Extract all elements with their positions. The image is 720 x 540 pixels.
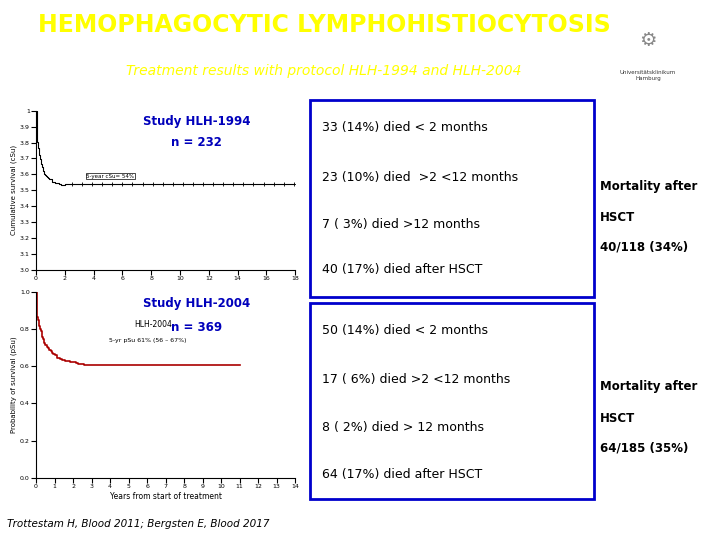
- Text: 5-year cSu= 54%: 5-year cSu= 54%: [86, 173, 135, 179]
- Text: HEMOPHAGOCYTIC LYMPHOHISTIOCYTOSIS: HEMOPHAGOCYTIC LYMPHOHISTIOCYTOSIS: [37, 13, 611, 37]
- Text: 5-yr pSu 61% (56 – 67%): 5-yr pSu 61% (56 – 67%): [109, 338, 186, 343]
- Y-axis label: Cumulative survival (cSu): Cumulative survival (cSu): [11, 145, 17, 235]
- Text: HSCT: HSCT: [600, 211, 635, 224]
- Text: 64 (17%) died after HSCT: 64 (17%) died after HSCT: [322, 468, 482, 481]
- Text: Mortality after: Mortality after: [600, 179, 697, 193]
- Text: ⚙: ⚙: [639, 31, 657, 50]
- Text: 17 ( 6%) died >2 <12 months: 17 ( 6%) died >2 <12 months: [322, 374, 510, 387]
- FancyBboxPatch shape: [310, 100, 594, 296]
- Text: HLH-2004: HLH-2004: [135, 320, 172, 328]
- Text: 7 ( 3%) died >12 months: 7 ( 3%) died >12 months: [322, 218, 480, 231]
- Text: n = 369: n = 369: [171, 321, 222, 334]
- Text: n = 232: n = 232: [171, 136, 222, 149]
- Text: Study HLH-2004: Study HLH-2004: [143, 297, 251, 310]
- FancyBboxPatch shape: [310, 303, 594, 500]
- Text: Treatment results with protocol HLH-1994 and HLH-2004: Treatment results with protocol HLH-1994…: [126, 64, 522, 78]
- Text: Mortality after: Mortality after: [600, 380, 697, 393]
- Text: HSCT: HSCT: [600, 412, 635, 425]
- Text: Trottestam H, Blood 2011; Bergsten E, Blood 2017: Trottestam H, Blood 2011; Bergsten E, Bl…: [7, 519, 270, 529]
- Text: 23 (10%) died  >2 <12 months: 23 (10%) died >2 <12 months: [322, 171, 518, 184]
- Text: 40 (17%) died after HSCT: 40 (17%) died after HSCT: [322, 263, 482, 276]
- Text: 64/185 (35%): 64/185 (35%): [600, 441, 688, 454]
- Y-axis label: Probability of survival (pSu): Probability of survival (pSu): [11, 336, 17, 433]
- Text: 33 (14%) died < 2 months: 33 (14%) died < 2 months: [322, 121, 487, 134]
- Text: Study HLH-1994: Study HLH-1994: [143, 116, 251, 129]
- X-axis label: Years from start of treatment: Years from start of treatment: [109, 492, 222, 501]
- Text: Universitätsklinikum
Hamburg: Universitätsklinikum Hamburg: [620, 70, 676, 81]
- Text: 8 ( 2%) died > 12 months: 8 ( 2%) died > 12 months: [322, 421, 484, 434]
- Text: 40/118 (34%): 40/118 (34%): [600, 240, 688, 253]
- Text: 50 (14%) died < 2 months: 50 (14%) died < 2 months: [322, 324, 488, 337]
